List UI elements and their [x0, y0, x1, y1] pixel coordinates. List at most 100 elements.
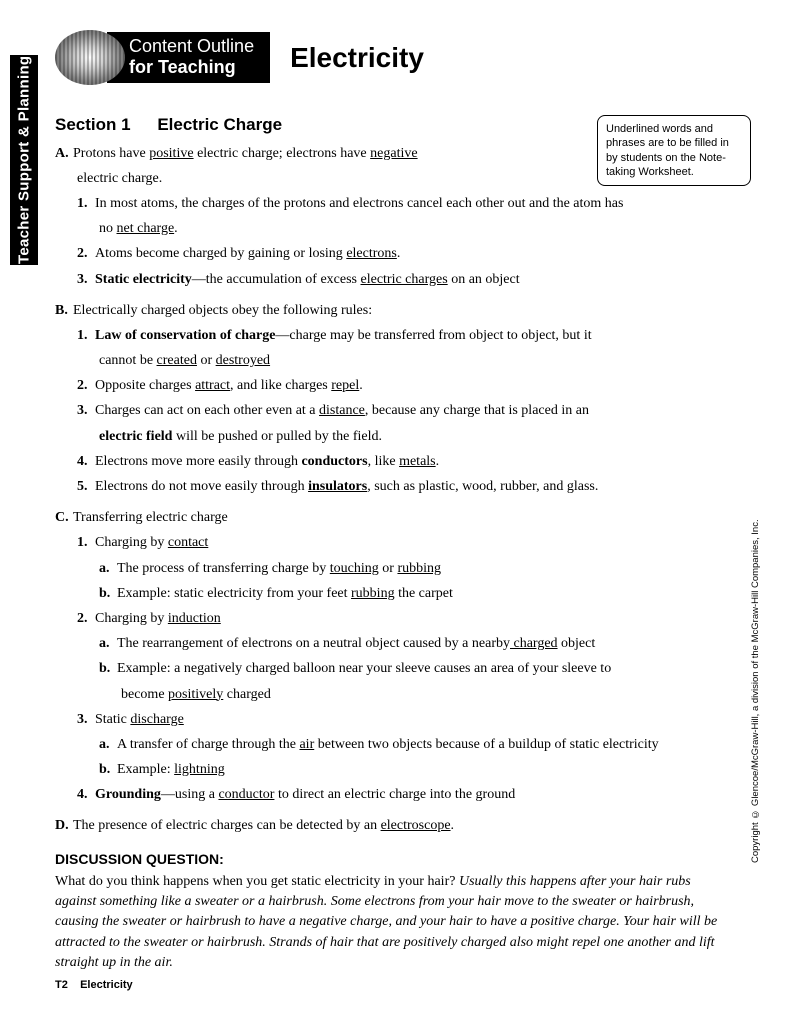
- text: .: [436, 454, 440, 469]
- text: will be pushed or pulled by the field.: [172, 429, 382, 444]
- text: become: [121, 687, 168, 702]
- section-title: Electric Charge: [157, 115, 282, 134]
- outline-item-C: C.Transferring electric charge: [55, 505, 735, 530]
- text: between two objects because of a buildup…: [314, 737, 658, 752]
- text: A transfer of charge through the: [117, 737, 299, 752]
- outline-item-B3: 3.Charges can act on each other even at …: [77, 398, 735, 448]
- outline-num: 3.: [77, 267, 95, 292]
- outline-num: 4.: [77, 449, 95, 474]
- text: or: [379, 561, 398, 576]
- bold-term: conductors: [301, 454, 367, 469]
- text: Charging by: [95, 611, 168, 626]
- content-body: Section 1 Electric Charge A.Protons have…: [55, 110, 735, 973]
- outline-item-B1: 1.Law of conservation of charge—charge m…: [77, 323, 735, 373]
- outline-item-A3: 3.Static electricity—the accumulation of…: [77, 267, 735, 292]
- text: charged: [223, 687, 271, 702]
- section-number: Section 1: [55, 115, 131, 134]
- header-label-top: Content Outline: [129, 36, 254, 57]
- text: , because any charge that is placed in a…: [365, 403, 589, 418]
- underlined-term: positively: [168, 687, 223, 702]
- outline-label: D.: [55, 813, 73, 838]
- text: Opposite charges: [95, 378, 195, 393]
- text: Charging by: [95, 535, 168, 550]
- document-header: Content Outline for Teaching Electricity: [55, 30, 424, 85]
- header-label-bottom: for Teaching: [129, 57, 254, 78]
- underlined-term: rubbing: [351, 586, 395, 601]
- outline-item-C3: 3.Static discharge: [77, 707, 735, 732]
- text: .: [397, 246, 401, 261]
- continuation-line: become positively charged: [121, 682, 735, 707]
- text: Example: static electricity from your fe…: [117, 586, 351, 601]
- text: to direct an electric charge into the gr…: [274, 787, 515, 802]
- outline-item-C4: 4.Grounding—using a conductor to direct …: [77, 782, 735, 807]
- outline-label: A.: [55, 141, 73, 166]
- text: The presence of electric charges can be …: [73, 818, 381, 833]
- underlined-term: touching: [330, 561, 379, 576]
- chapter-title: Electricity: [290, 42, 424, 74]
- outline-alpha: a.: [99, 631, 117, 656]
- text: , such as plastic, wood, rubber, and gla…: [367, 479, 598, 494]
- text: , like: [368, 454, 400, 469]
- underlined-term: positive: [149, 146, 193, 161]
- outline-label: C.: [55, 505, 73, 530]
- page-number: T2: [55, 979, 68, 991]
- header-label-box: Content Outline for Teaching: [107, 32, 270, 83]
- outline-item-B4: 4.Electrons move more easily through con…: [77, 449, 735, 474]
- text: In most atoms, the charges of the proton…: [95, 196, 623, 211]
- outline-item-C1: 1.Charging by contact: [77, 530, 735, 555]
- text: Static: [95, 712, 130, 727]
- underlined-term: metals: [399, 454, 436, 469]
- outline-num: 3.: [77, 398, 95, 423]
- text: —charge may be transferred from object t…: [275, 328, 591, 343]
- bold-term: Static electricity: [95, 272, 192, 287]
- continuation-line: electric field will be pushed or pulled …: [99, 424, 735, 449]
- text: The process of transferring charge by: [117, 561, 330, 576]
- underlined-term: distance: [319, 403, 365, 418]
- bold-underlined-term: insulators: [308, 479, 367, 494]
- underlined-term: charged: [510, 636, 558, 651]
- continuation-line: cannot be created or destroyed: [99, 348, 735, 373]
- underlined-term: attract: [195, 378, 230, 393]
- outline-item-C3a: a.A transfer of charge through the air b…: [99, 732, 735, 757]
- text: Example: a negatively charged balloon ne…: [117, 661, 611, 676]
- underlined-term: net charge: [117, 221, 175, 236]
- bold-term: electric field: [99, 429, 172, 444]
- underlined-term: repel: [331, 378, 359, 393]
- text: , and like charges: [230, 378, 331, 393]
- text: electric charge; electrons have: [194, 146, 371, 161]
- underlined-term: electrons: [346, 246, 397, 261]
- outline-num: 3.: [77, 707, 95, 732]
- underlined-term: conductor: [218, 787, 274, 802]
- text: .: [359, 378, 363, 393]
- underlined-term: electric charges: [361, 272, 448, 287]
- outline-num: 1.: [77, 191, 95, 216]
- outline-item-B: B.Electrically charged objects obey the …: [55, 298, 735, 323]
- bold-term: Grounding: [95, 787, 161, 802]
- outline-item-C2b: b.Example: a negatively charged balloon …: [99, 656, 735, 706]
- text: Atoms become charged by gaining or losin…: [95, 246, 346, 261]
- copyright-text: Copyright © Glencoe/McGraw-Hill, a divis…: [750, 519, 761, 939]
- outline-num: 2.: [77, 606, 95, 631]
- underlined-term: electroscope: [381, 818, 451, 833]
- text: the carpet: [395, 586, 453, 601]
- text: —using a: [161, 787, 219, 802]
- outline-num: 1.: [77, 323, 95, 348]
- outline-item-C1b: b.Example: static electricity from your …: [99, 581, 735, 606]
- continuation-line: electric charge.: [77, 166, 735, 191]
- text: Charges can act on each other even at a: [95, 403, 319, 418]
- text: Protons have: [73, 146, 149, 161]
- underlined-term: rubbing: [397, 561, 441, 576]
- outline-item-B2: 2.Opposite charges attract, and like cha…: [77, 373, 735, 398]
- outline-alpha: a.: [99, 732, 117, 757]
- outline-alpha: b.: [99, 581, 117, 606]
- outline-item-D: D.The presence of electric charges can b…: [55, 813, 735, 838]
- text: on an object: [448, 272, 520, 287]
- outline-alpha: a.: [99, 556, 117, 581]
- underlined-term: air: [299, 737, 314, 752]
- outline-item-B5: 5.Electrons do not move easily through i…: [77, 474, 735, 499]
- globe-logo: [55, 30, 125, 85]
- text: cannot be: [99, 353, 157, 368]
- underlined-term: lightning: [174, 762, 225, 777]
- outline-item-A: A.Protons have positive electric charge;…: [55, 141, 735, 191]
- text: .: [451, 818, 455, 833]
